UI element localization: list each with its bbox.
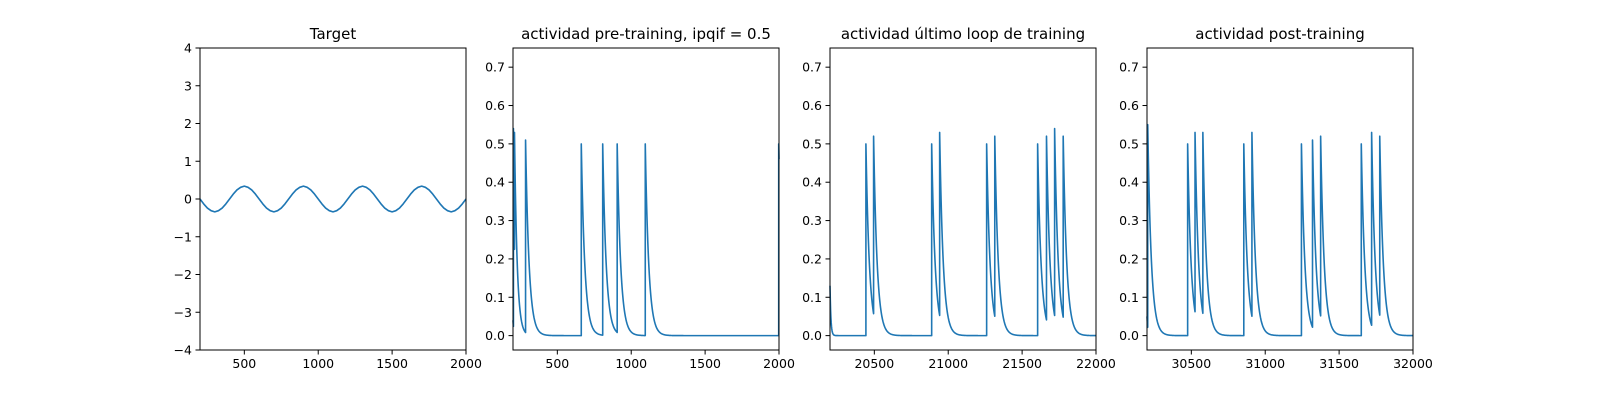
y-tick-label: 4	[184, 41, 192, 56]
y-tick-label: 3	[184, 78, 192, 93]
panel-post-training: actividad post-training 30500 31000 31500 3…	[1119, 25, 1433, 371]
x-tick-label: 31000	[1245, 356, 1285, 371]
panel-last-training-loop: actividad último loop de training 20500 2…	[802, 25, 1116, 371]
x-tick-label: 21500	[1002, 356, 1042, 371]
plot-area	[199, 185, 467, 213]
x-tick-label: 1000	[615, 356, 647, 371]
y-tick-label: 0.3	[485, 213, 505, 228]
x-tick-label: 1500	[376, 356, 408, 371]
y-tick-label: 0.7	[802, 60, 822, 75]
x-tick-label: 32000	[1393, 356, 1433, 371]
x-tick-label: 20500	[854, 356, 894, 371]
panel-title: actividad último loop de training	[841, 25, 1085, 43]
series-line	[1146, 123, 1414, 337]
y-tick-label: 0.2	[802, 251, 822, 266]
y-tick-label: 0.2	[485, 251, 505, 266]
x-tick-label: 2000	[763, 356, 795, 371]
axes-frame	[199, 47, 467, 351]
x-tick-label: 500	[545, 356, 569, 371]
axes-frame	[829, 47, 1097, 351]
y-tick-label: 0.0	[802, 328, 822, 343]
axes-frame	[512, 47, 780, 351]
y-tick-label: 0.4	[1119, 175, 1139, 190]
x-tick-label: 500	[232, 356, 256, 371]
y-tick-label: 0.2	[1119, 251, 1139, 266]
y-tick-label: −4	[174, 343, 192, 358]
y-tick-label: 0.0	[1119, 328, 1139, 343]
y-tick-label: 0.1	[485, 290, 505, 305]
x-tick-label: 2000	[450, 356, 482, 371]
panel-title: actividad pre-training, ipqif = 0.5	[521, 25, 771, 43]
plot-area	[512, 127, 780, 337]
y-tick-label: 0.5	[1119, 136, 1139, 151]
y-tick-label: 1	[184, 154, 192, 169]
y-tick-label: −2	[174, 267, 192, 282]
plot-area	[1146, 123, 1414, 337]
axis-ticks: 500 1000 1500 2000 0.0 0.1 0.2 0.3 0.4 0.5 0.6 0.7	[485, 60, 795, 371]
panel-pre-training: actividad pre-training, ipqif = 0.5 500 1…	[485, 25, 795, 371]
panel-target: Target 500 1000 1500 2000 −4 −3 −2 −1 0 1 2 3 4	[174, 25, 482, 371]
y-tick-label: 0.3	[802, 213, 822, 228]
y-tick-label: 0.4	[802, 175, 822, 190]
y-tick-label: 0.5	[485, 136, 505, 151]
y-tick-label: 0.6	[1119, 98, 1139, 113]
panel-title: Target	[309, 25, 357, 43]
x-tick-label: 1500	[689, 356, 721, 371]
series-line	[829, 127, 1097, 337]
y-tick-label: 0.0	[485, 328, 505, 343]
axis-ticks: 30500 31000 31500 32000 0.0 0.1 0.2 0.3 0.4 0.5 0.…	[1119, 60, 1433, 371]
x-tick-label: 30500	[1171, 356, 1211, 371]
y-tick-label: −3	[174, 305, 192, 320]
axes-frame	[1146, 47, 1414, 351]
x-tick-label: 31500	[1319, 356, 1359, 371]
y-tick-label: 0.7	[485, 60, 505, 75]
y-tick-label: 0.4	[485, 175, 505, 190]
y-tick-label: 0.1	[1119, 290, 1139, 305]
axis-ticks: 500 1000 1500 2000 −4 −3 −2 −1 0 1 2 3 4	[174, 41, 482, 372]
y-tick-label: 0.1	[802, 290, 822, 305]
y-tick-label: 0	[184, 192, 192, 207]
y-tick-label: 0.6	[802, 98, 822, 113]
x-tick-label: 21000	[928, 356, 968, 371]
axis-ticks: 20500 21000 21500 22000 0.0 0.1 0.2 0.3 0.4 0.5 0.…	[802, 60, 1116, 371]
series-line	[199, 185, 467, 213]
y-tick-label: 0.5	[802, 136, 822, 151]
y-tick-label: 0.7	[1119, 60, 1139, 75]
y-tick-label: 0.3	[1119, 213, 1139, 228]
x-tick-label: 22000	[1076, 356, 1116, 371]
series-line	[512, 127, 780, 337]
panel-title: actividad post-training	[1195, 25, 1364, 43]
y-tick-label: 0.6	[485, 98, 505, 113]
y-tick-label: −1	[174, 229, 192, 244]
y-tick-label: 2	[184, 116, 192, 131]
x-tick-label: 1000	[302, 356, 334, 371]
plot-area	[829, 127, 1097, 337]
